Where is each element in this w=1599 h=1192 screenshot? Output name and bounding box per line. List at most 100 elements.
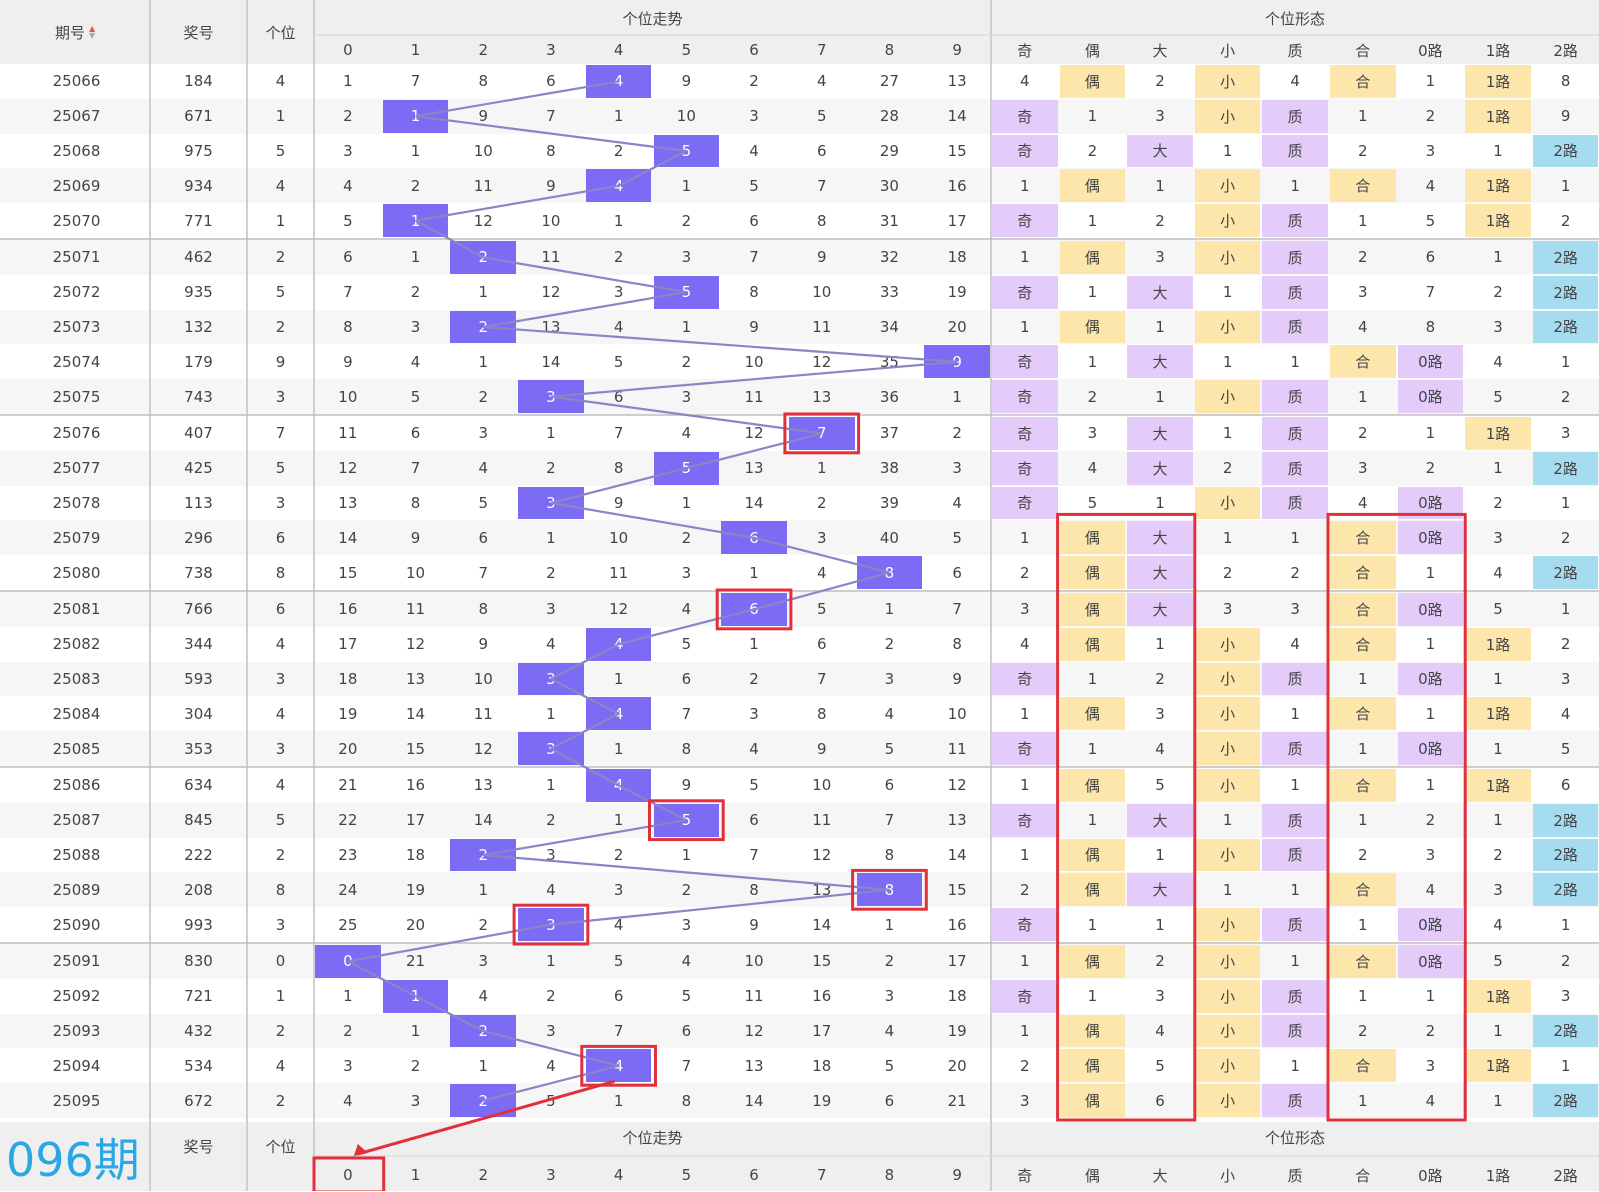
form-cell: 偶: [1059, 310, 1126, 344]
trend-cell: 1: [546, 704, 556, 723]
trend-cell: 37: [879, 424, 899, 443]
row-number: 634: [184, 776, 213, 795]
form-cell: 偶: [1059, 627, 1126, 661]
form-cell: 2路: [1532, 1014, 1599, 1048]
trend-cell: 14: [541, 352, 561, 371]
trend-cell: 2: [410, 176, 421, 195]
row-unit: 2: [275, 317, 286, 336]
trend-cell: 7: [613, 424, 624, 443]
form-cell: 1: [1493, 459, 1503, 478]
form-cell: 1: [1425, 704, 1436, 723]
trend-cell: 18: [947, 248, 967, 267]
row-number: 738: [184, 563, 213, 582]
row-period: 25091: [52, 952, 101, 971]
form-cell: 3: [1087, 424, 1098, 443]
form-cell: 1: [1020, 845, 1030, 864]
trend-cell: 7: [884, 811, 895, 830]
trend-cell: 9: [546, 176, 556, 195]
row-unit: 1: [275, 211, 286, 230]
trend-cell: 6: [749, 811, 759, 830]
form-cell: 5: [1493, 600, 1503, 619]
trend-cell: 1: [613, 107, 624, 126]
footer-digit-4: 4: [613, 1166, 624, 1184]
trend-cell: 1: [343, 987, 353, 1006]
form-cell: 奇: [992, 134, 1058, 168]
trend-cell: 8: [478, 600, 488, 619]
row-unit: 3: [275, 915, 286, 934]
form-cell: 质: [1262, 134, 1328, 168]
form-cell: 6: [1560, 776, 1571, 795]
row-number: 771: [184, 211, 213, 230]
row-unit: 5: [275, 141, 286, 160]
form-cell: 1: [1425, 987, 1436, 1006]
trend-cell: 6: [952, 563, 962, 582]
trend-cell: 18: [812, 1056, 832, 1075]
form-cell: 偶: [1059, 521, 1126, 555]
trend-hit-cell: 2: [450, 1014, 517, 1048]
trend-cell: 1: [681, 176, 692, 195]
form-cell: 1: [1087, 915, 1098, 934]
trend-cell: 23: [338, 845, 358, 864]
form-cell: 1: [1358, 739, 1368, 758]
row-unit: 9: [275, 352, 286, 371]
form-cell: 1: [1155, 387, 1165, 406]
form-cell: 1: [1087, 107, 1098, 126]
header-background: [0, 0, 1599, 64]
row-unit: 3: [275, 739, 286, 758]
footer-unit: 个位: [265, 1138, 296, 1156]
trend-cell: 6: [546, 72, 556, 91]
sort-icon[interactable]: ▲ ▼: [89, 24, 96, 40]
trend-hit-cell: 4: [585, 769, 652, 802]
form-cell: 2: [1222, 563, 1233, 582]
form-cell: 2: [1560, 528, 1571, 547]
form-cell: 1: [1358, 1091, 1368, 1110]
header-digit-4: 4: [613, 41, 624, 59]
row-unit: 4: [275, 635, 286, 654]
row-unit: 6: [275, 600, 286, 619]
footer-form-4: 质: [1287, 1166, 1303, 1185]
trend-cell: 1: [546, 528, 556, 547]
form-cell: 大: [1127, 803, 1193, 837]
form-cell: 3: [1425, 845, 1436, 864]
trend-cell: 34: [879, 317, 899, 336]
header-form: 个位形态: [1264, 9, 1325, 28]
footer-digit-5: 5: [681, 1166, 692, 1184]
row-period: 25078: [52, 493, 101, 512]
form-cell: 0路: [1397, 486, 1464, 520]
header-period[interactable]: 期号 ▲ ▼: [3, 0, 150, 64]
header-form-6: 0路: [1418, 41, 1443, 60]
table-row: [0, 133, 1599, 169]
trend-hit-cell: 9: [924, 345, 990, 379]
form-cell: 偶: [1059, 1084, 1126, 1117]
trend-cell: 11: [473, 704, 493, 723]
trend-cell: 9: [343, 352, 353, 371]
header-form-8: 2路: [1553, 41, 1578, 60]
form-cell: 1: [1493, 811, 1503, 830]
form-cell: 小: [1194, 99, 1261, 133]
row-unit: 3: [275, 387, 286, 406]
trend-cell: 12: [473, 211, 493, 230]
form-cell: 4: [1493, 915, 1503, 934]
form-cell: 2: [1155, 669, 1165, 688]
form-cell: 小: [1194, 838, 1261, 872]
form-cell: 合: [1330, 556, 1396, 589]
header-digit-0: 0: [343, 41, 353, 59]
form-cell: 1: [1358, 669, 1368, 688]
row-number: 766: [184, 600, 213, 619]
trend-cell: 13: [812, 387, 832, 406]
trend-cell: 13: [405, 669, 426, 688]
form-cell: 1: [1020, 776, 1030, 795]
trend-cell: 2: [952, 424, 962, 443]
trend-cell: 4: [613, 317, 624, 336]
trend-cell: 13: [947, 811, 967, 830]
header-digit-7: 7: [816, 41, 827, 59]
trend-cell: 25: [338, 915, 358, 934]
trend-cell: 16: [812, 987, 832, 1006]
form-cell: 1: [1087, 987, 1098, 1006]
row-number: 934: [184, 176, 213, 195]
trend-cell: 2: [343, 107, 353, 126]
form-cell: 偶: [1059, 241, 1126, 274]
form-cell: 合: [1330, 65, 1396, 98]
row-period: 25073: [52, 317, 101, 336]
trend-cell: 5: [884, 739, 895, 758]
